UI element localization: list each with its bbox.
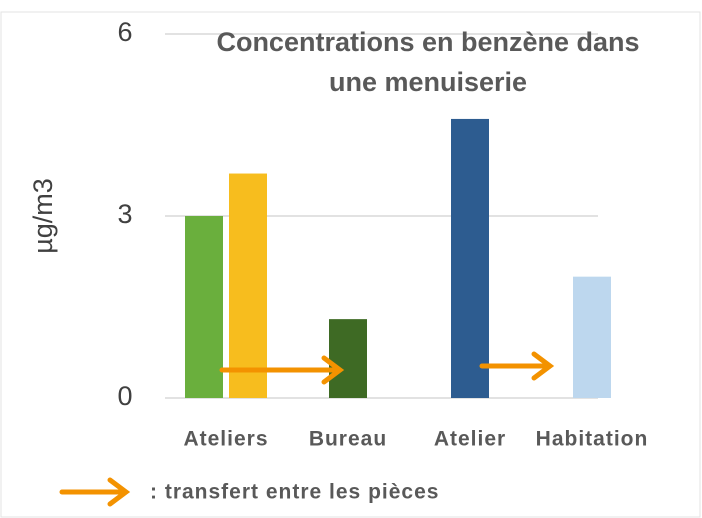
chart-title: Concentrations en benzène dans [216, 27, 639, 57]
bar [185, 216, 223, 398]
annotation: : transfert entre les pièces [150, 481, 439, 504]
transfer-arrow [479, 351, 555, 381]
x-tick-label: Bureau [309, 428, 387, 451]
y-tick-label: 0 [117, 381, 132, 411]
transfer-arrow [219, 355, 345, 385]
y-tick-label: 3 [117, 199, 132, 229]
bar [451, 118, 489, 398]
x-tick-label: Habitation [536, 428, 649, 451]
legend-arrow [59, 477, 131, 507]
bars [185, 118, 611, 398]
bar [573, 276, 611, 398]
bar [329, 319, 367, 398]
y-axis-label: µg/m3 [28, 178, 58, 254]
y-tick-label: 6 [117, 17, 132, 47]
x-tick-label: Ateliers [183, 428, 268, 451]
frame [0, 11, 701, 518]
x-tick-label: Atelier [434, 428, 506, 451]
bar [229, 173, 267, 398]
chart-title: une menuiserie [329, 67, 527, 97]
